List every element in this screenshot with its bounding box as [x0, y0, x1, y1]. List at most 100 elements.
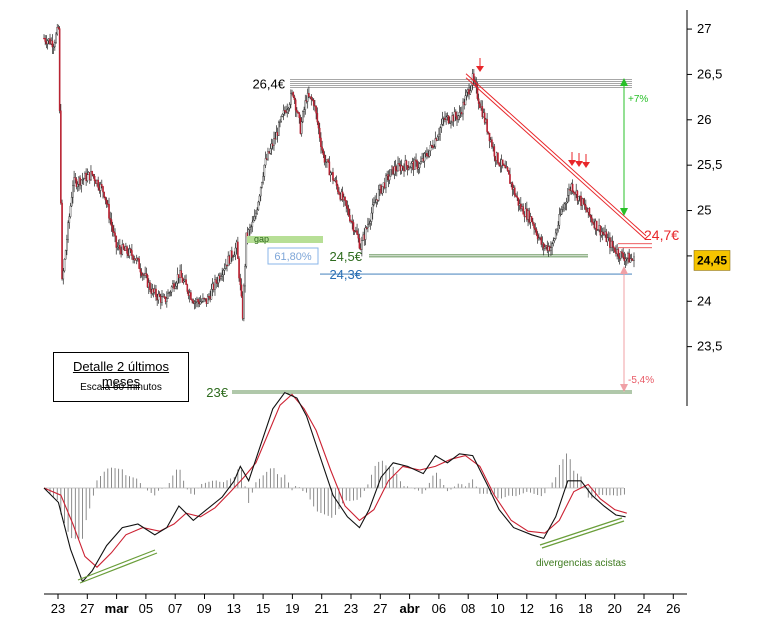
candle-body: [231, 250, 233, 258]
candle-body: [576, 190, 579, 201]
candle-body: [600, 231, 603, 236]
candle-body: [415, 159, 417, 162]
candle-body: [253, 216, 256, 221]
divergence-lines: [77, 517, 625, 584]
candle-body: [324, 161, 327, 163]
candle-body: [237, 241, 239, 259]
candle-body: [273, 138, 275, 146]
candle-body: [556, 229, 558, 234]
candle-body: [535, 229, 538, 235]
candle-body: [418, 163, 421, 168]
x-tick-label: 20: [607, 601, 621, 616]
candle-body: [255, 212, 257, 217]
legend-subtitle: Escala 60 minutos: [80, 382, 162, 393]
candle-body: [51, 40, 54, 48]
candle-body: [454, 111, 457, 117]
x-tick-label: 23: [51, 601, 65, 616]
y-tick-label: 25,5: [697, 157, 722, 172]
candle-body: [206, 296, 209, 304]
candle-body: [221, 274, 224, 277]
candle-body: [344, 196, 346, 201]
candle-body: [115, 235, 118, 248]
legend-title: Detalle 2 últimos meses: [72, 359, 170, 389]
x-tick-label: 26: [666, 601, 680, 616]
candle-body: [128, 248, 131, 256]
candle-body: [99, 184, 102, 191]
candle-body: [217, 275, 220, 284]
candle-body: [111, 225, 114, 232]
candle-body: [102, 186, 104, 193]
candle-body: [222, 270, 225, 276]
candle-body: [91, 171, 93, 175]
candle-body: [633, 256, 635, 261]
candle-body: [592, 221, 594, 224]
candle-body: [256, 209, 258, 214]
candle-body: [292, 92, 295, 97]
candle-body: [321, 146, 323, 151]
candle-body: [404, 160, 407, 172]
candle-body: [564, 203, 567, 205]
candle-body: [558, 214, 561, 226]
price-candles: [43, 23, 635, 322]
candle-body: [252, 219, 255, 223]
candle-body: [318, 127, 321, 139]
candle-body: [429, 145, 432, 152]
candle-body: [90, 171, 92, 181]
candle-body: [477, 98, 480, 104]
candle-body: [280, 116, 283, 122]
candle-body: [557, 225, 559, 231]
candle-body: [559, 213, 562, 216]
candle-body: [504, 165, 506, 168]
candle-body: [481, 106, 484, 118]
y-tick-label: 27: [697, 21, 711, 36]
candle-body: [591, 217, 593, 223]
candle-body: [341, 191, 344, 201]
candle-body: [389, 169, 392, 177]
candle-body: [464, 95, 467, 106]
candle-body: [465, 91, 468, 96]
candle-body: [66, 239, 68, 251]
candle-body: [296, 109, 298, 113]
candle-body: [250, 226, 252, 228]
candle-body: [336, 185, 339, 192]
candle-body: [346, 205, 349, 209]
candle-body: [595, 220, 598, 231]
x-tick-label: 06: [432, 601, 446, 616]
gap-annotation: gap: [247, 234, 323, 244]
candle-body: [577, 196, 580, 201]
candle-body: [103, 191, 106, 198]
candle-body: [113, 231, 115, 234]
candle-body: [264, 158, 267, 166]
candle-body: [551, 243, 553, 248]
candle-body: [351, 221, 354, 223]
candle-body: [397, 163, 399, 172]
candle-body: [140, 271, 143, 276]
candle-body: [100, 184, 103, 187]
candle-body: [121, 244, 124, 255]
candle-body: [566, 195, 569, 203]
price-levels: 26,4€ 24,5€ 24,3€ 23€: [206, 77, 632, 400]
candle-body: [157, 293, 160, 301]
candle-body: [155, 288, 157, 297]
x-tick-label: 05: [139, 601, 153, 616]
candle-body: [533, 223, 535, 229]
level-label: 23€: [206, 385, 228, 400]
candle-body: [293, 96, 296, 100]
candle-body: [522, 206, 525, 215]
candle-body: [571, 183, 574, 192]
candle-body: [105, 199, 108, 205]
candle-body: [122, 244, 125, 249]
candle-body: [251, 221, 254, 227]
up-move-arrow: +7%: [620, 78, 648, 216]
level-label: 26,4€: [252, 77, 285, 92]
candle-body: [394, 166, 397, 171]
candle-body: [433, 146, 435, 148]
candle-body: [52, 46, 55, 48]
candle-body: [181, 277, 184, 283]
candle-body: [259, 187, 262, 197]
candle-body: [311, 99, 314, 101]
trendline-stroke: [465, 73, 647, 237]
candle-body: [267, 151, 269, 160]
candle-body: [214, 279, 216, 290]
